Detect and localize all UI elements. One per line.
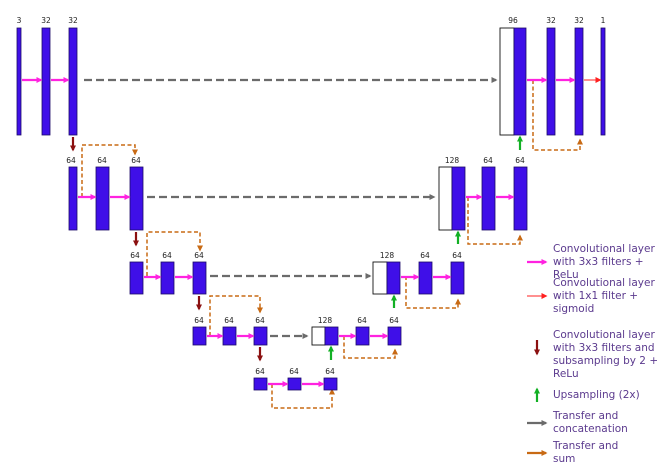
block-dec4-a: [355, 326, 370, 346]
legend-conv3x3-text: Convolutional layer with 3x3 filters + R…: [553, 243, 657, 281]
encoder-level1: [16, 27, 78, 136]
channel-label: 64: [131, 156, 141, 165]
sum-arrow-bottleneck: [271, 384, 335, 409]
channel-label: 32: [546, 16, 556, 25]
legend-item-conv3x3: Convolutional layer with 3x3 filters + R…: [527, 243, 657, 281]
channel-label: 64: [325, 367, 335, 376]
block-dec3-b: [450, 261, 465, 295]
channel-label: 64: [420, 251, 430, 260]
encoder-level2: [68, 166, 144, 231]
block-dec1-a: [546, 27, 556, 136]
channel-label: 64: [194, 316, 204, 325]
channel-label: 64: [130, 251, 140, 260]
block-bottleneck-c: [323, 377, 338, 391]
legend-item-conv1x1: Convolutional layer with 1x1 filter + si…: [527, 277, 657, 315]
block-enc4-a: [192, 326, 207, 346]
block-enc3-c: [192, 261, 207, 295]
legend-up-text: Upsampling (2x): [553, 389, 640, 401]
decoder-level1: [499, 27, 606, 136]
legend-concat-text: Transfer and concatenation: [552, 410, 628, 435]
channel-label: 64: [483, 156, 493, 165]
block-input: [16, 27, 22, 136]
sum-arrow-enc4: [209, 295, 263, 336]
channel-label: 64: [389, 316, 399, 325]
block-enc2-c: [129, 166, 144, 231]
block-enc3-a: [129, 261, 144, 295]
legend-item-down: Convolutional layer with 3x3 filters and…: [534, 329, 657, 380]
sum-arrow-dec1: [532, 80, 583, 151]
block-enc4-b: [222, 326, 237, 346]
block-enc2-a: [68, 166, 78, 231]
block-bottleneck-b: [287, 377, 302, 391]
channel-label: 64: [515, 156, 525, 165]
encoder-level3: [129, 261, 207, 295]
channel-label: 64: [255, 316, 265, 325]
legend-item-sum: Transfer and sum: [527, 440, 622, 465]
channel-label: 3: [17, 16, 22, 25]
legend-item-up: Upsampling (2x): [534, 387, 640, 402]
channel-label: 128: [318, 316, 333, 325]
legend-item-concat: Transfer and concatenation: [527, 410, 628, 435]
up-arrows: [328, 135, 523, 360]
block-dec2-up: [451, 166, 466, 231]
block-dec4-up: [324, 326, 339, 346]
concat-arrows: [84, 77, 498, 339]
block-dec1-skip: [499, 27, 515, 136]
block-dec4-b: [387, 326, 402, 346]
down-arrows: [70, 137, 263, 362]
block-dec3-a: [418, 261, 433, 295]
block-enc4-c: [253, 326, 268, 346]
encoder-level4: [192, 326, 268, 346]
channel-label: 64: [162, 251, 172, 260]
channel-labels: 3 32 32 64 64 64 64 64 64 64 64 64 64 64…: [17, 16, 606, 376]
sum-arrow-dec2: [467, 197, 523, 245]
block-bottleneck-a: [253, 377, 268, 391]
block-enc1-b: [68, 27, 78, 136]
channel-label: 64: [224, 316, 234, 325]
channel-label: 128: [380, 251, 395, 260]
block-dec3-skip: [372, 261, 388, 295]
channel-label: 32: [68, 16, 78, 25]
block-enc1-a: [41, 27, 51, 136]
channel-label: 128: [445, 156, 460, 165]
sum-arrow-dec3: [405, 276, 461, 309]
channel-label: 1: [601, 16, 606, 25]
block-dec2-b: [513, 166, 528, 231]
channel-label: 64: [97, 156, 107, 165]
block-dec4-skip: [311, 326, 326, 346]
block-enc3-b: [160, 261, 175, 295]
legend-sum-text: Transfer and sum: [552, 440, 622, 465]
block-dec1-up: [513, 27, 527, 136]
channel-label: 64: [357, 316, 367, 325]
block-output: [600, 27, 606, 136]
block-dec3-up: [386, 261, 401, 295]
channel-label: 64: [66, 156, 76, 165]
channel-label: 64: [194, 251, 204, 260]
block-dec2-a: [481, 166, 496, 231]
block-dec2-skip: [438, 166, 453, 231]
conv-arrows: [22, 77, 576, 387]
sum-arrows: [81, 80, 583, 409]
channel-label: 32: [574, 16, 584, 25]
block-dec1-b: [574, 27, 584, 136]
sum-arrow-dec4: [343, 336, 398, 359]
channel-label: 32: [41, 16, 51, 25]
block-enc2-b: [95, 166, 110, 231]
decoder-level2: [438, 166, 528, 231]
channel-label: 64: [255, 367, 265, 376]
decoder-level4: [311, 326, 402, 346]
channel-label: 64: [289, 367, 299, 376]
legend-down-text: Convolutional layer with 3x3 filters and…: [553, 329, 657, 380]
legend-conv1x1-text: Convolutional layer with 1x1 filter + si…: [553, 277, 657, 315]
decoder-level3: [372, 261, 465, 295]
channel-label: 96: [508, 16, 518, 25]
sum-arrow-enc3: [146, 231, 203, 276]
legend: Convolutional layer with 3x3 filters + R…: [527, 243, 657, 465]
channel-label: 64: [452, 251, 462, 260]
bottleneck-level5: [253, 377, 338, 391]
sum-arrow-enc2: [81, 144, 138, 197]
